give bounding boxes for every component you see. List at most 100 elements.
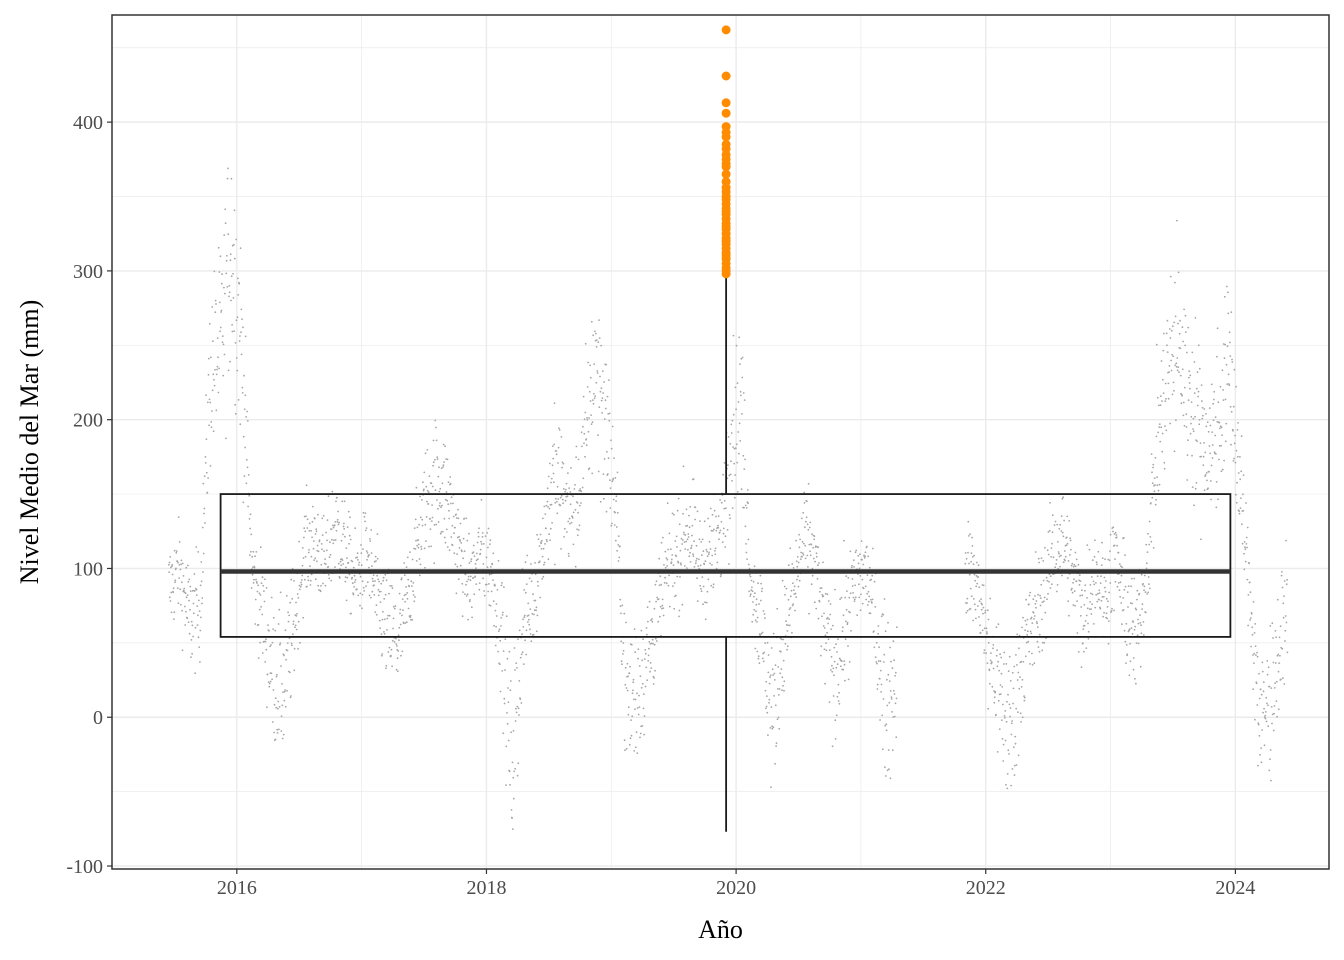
data-point xyxy=(858,583,860,586)
data-point xyxy=(974,579,977,582)
data-point xyxy=(754,647,757,650)
data-point xyxy=(202,482,205,485)
data-point xyxy=(205,438,208,440)
data-point xyxy=(482,563,485,565)
data-point xyxy=(1269,749,1272,751)
data-point xyxy=(248,554,251,556)
data-point xyxy=(296,613,298,615)
data-point xyxy=(630,643,633,646)
data-point xyxy=(771,727,774,730)
data-point xyxy=(263,600,266,603)
data-point xyxy=(584,411,587,414)
data-point xyxy=(795,539,797,542)
data-point xyxy=(194,626,197,629)
data-point xyxy=(243,374,245,377)
data-point xyxy=(1100,564,1103,566)
data-point xyxy=(812,557,815,560)
data-point xyxy=(184,605,186,608)
data-point xyxy=(569,522,571,525)
data-point xyxy=(1199,442,1202,444)
data-point xyxy=(734,447,737,450)
data-point xyxy=(532,633,535,636)
data-point xyxy=(813,535,816,537)
data-point xyxy=(236,316,239,319)
data-point xyxy=(846,590,848,592)
data-point xyxy=(1211,444,1214,446)
data-point xyxy=(843,539,845,542)
data-point xyxy=(287,620,290,623)
data-point xyxy=(969,587,972,590)
data-point xyxy=(672,564,675,566)
data-point xyxy=(549,527,552,530)
data-point xyxy=(286,689,288,692)
data-point xyxy=(813,538,815,541)
data-point xyxy=(341,500,344,503)
data-point xyxy=(1195,439,1197,441)
data-point xyxy=(523,589,525,591)
data-point xyxy=(341,559,344,561)
data-point xyxy=(604,399,607,402)
data-point xyxy=(834,719,837,722)
data-point xyxy=(1240,435,1243,438)
data-point xyxy=(1062,496,1064,499)
data-point xyxy=(601,370,604,372)
data-point xyxy=(772,632,775,635)
data-point xyxy=(1257,722,1260,725)
data-point xyxy=(180,559,183,562)
data-point xyxy=(281,737,284,740)
data-point xyxy=(807,528,810,531)
data-point xyxy=(788,614,790,616)
data-point xyxy=(251,555,254,558)
data-point xyxy=(831,745,834,748)
data-point xyxy=(853,600,856,602)
data-point xyxy=(745,507,748,509)
data-point xyxy=(593,392,595,395)
data-point xyxy=(1047,553,1050,556)
data-point xyxy=(1119,581,1122,584)
data-point xyxy=(495,625,497,628)
data-point xyxy=(462,537,465,540)
data-point xyxy=(207,373,210,376)
data-point xyxy=(884,630,887,633)
data-point xyxy=(649,643,652,645)
data-point xyxy=(703,563,706,566)
data-point xyxy=(840,660,843,663)
data-point xyxy=(787,564,790,567)
data-point xyxy=(649,662,652,664)
data-point xyxy=(400,577,403,579)
data-point xyxy=(464,573,467,576)
data-point xyxy=(1232,405,1235,408)
data-point xyxy=(1013,774,1016,776)
data-point xyxy=(362,586,365,589)
data-point xyxy=(782,638,785,641)
data-point xyxy=(1072,565,1075,568)
data-point xyxy=(609,507,612,509)
data-point xyxy=(1274,682,1276,685)
data-point xyxy=(1112,530,1114,533)
data-point xyxy=(173,549,176,552)
data-point xyxy=(1220,444,1222,447)
data-point xyxy=(548,533,550,536)
data-point xyxy=(203,512,205,515)
data-point xyxy=(610,447,613,450)
data-point xyxy=(1197,390,1200,393)
data-point xyxy=(393,607,396,610)
data-point xyxy=(1039,594,1041,597)
data-point xyxy=(501,614,504,616)
data-point xyxy=(1025,641,1028,644)
data-point xyxy=(833,674,835,677)
data-point xyxy=(384,618,386,621)
data-point xyxy=(633,698,635,701)
data-point xyxy=(581,445,583,448)
data-point xyxy=(221,335,224,337)
data-point xyxy=(529,608,532,610)
data-point xyxy=(988,669,991,672)
data-point xyxy=(188,632,191,635)
data-point xyxy=(1145,562,1148,565)
data-point xyxy=(520,653,523,656)
data-point xyxy=(806,554,809,557)
data-point xyxy=(1253,662,1255,664)
data-point xyxy=(1171,393,1174,396)
data-point xyxy=(290,578,293,581)
data-point xyxy=(705,548,708,551)
